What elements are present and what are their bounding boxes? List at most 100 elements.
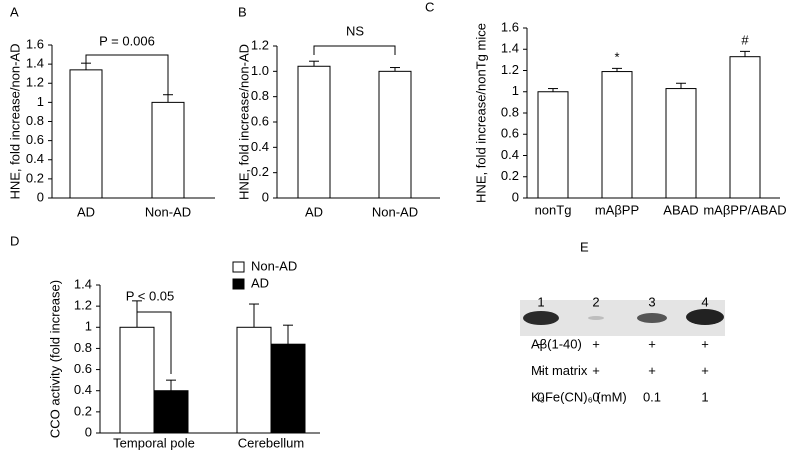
- y-tick-label: 0.8: [74, 340, 92, 355]
- y-tick-label: 0.2: [501, 168, 519, 183]
- y-tick-label: 0.6: [26, 132, 44, 147]
- bar: [236, 326, 272, 434]
- bar: [729, 56, 761, 199]
- annotation: P < 0.05: [126, 288, 175, 303]
- panel-label: A: [10, 4, 19, 19]
- bar: [270, 343, 306, 434]
- significance-bracket: [85, 54, 169, 95]
- y-tick-label: 1: [85, 319, 92, 334]
- blot-image: [520, 300, 725, 336]
- cell: +: [592, 336, 600, 351]
- annotation: P = 0.006: [99, 33, 155, 48]
- y-tick-label: 1.2: [251, 37, 269, 52]
- error-bar: [740, 50, 750, 57]
- error-bar: [81, 62, 91, 70]
- error-bar: [166, 379, 176, 391]
- error-bar: [132, 300, 142, 328]
- lane-label: 4: [701, 294, 708, 309]
- error-bar: [390, 67, 400, 72]
- bar: [378, 70, 412, 199]
- bar: [537, 91, 569, 199]
- error-bar: [309, 60, 319, 67]
- row-label: K₃Fe(CN)₆ (mM): [531, 389, 627, 404]
- y-tick-label: 0: [37, 189, 44, 204]
- y-tick-label: 0.2: [251, 164, 269, 179]
- bar: [601, 71, 633, 199]
- y-tick-label: 0: [85, 424, 92, 439]
- x-tick-label: mAβPP: [595, 202, 639, 217]
- annotation: *: [614, 49, 619, 64]
- y-tick-label: 1.6: [501, 19, 519, 34]
- y-tick-label: 0.2: [74, 403, 92, 418]
- bar: [119, 326, 155, 434]
- y-axis-label: HNE, fold increase/non-AD: [7, 43, 22, 199]
- legend-swatch: [232, 261, 245, 273]
- blot-band: [637, 313, 667, 323]
- bar: [297, 65, 331, 199]
- cell: 1: [701, 389, 708, 404]
- y-tick-label: 1.0: [251, 63, 269, 78]
- y-tick-label: 0.4: [251, 139, 269, 154]
- error-bar: [163, 94, 173, 103]
- blot-band: [686, 309, 724, 325]
- y-tick-label: 0.8: [251, 88, 269, 103]
- bar: [153, 390, 189, 434]
- y-tick-label: 1.4: [26, 56, 44, 71]
- legend-swatch: [232, 278, 245, 290]
- x-tick-label: Non-AD: [372, 204, 418, 219]
- y-axis-label: CCO activity (fold increase): [47, 280, 62, 438]
- y-tick-label: 0.2: [26, 170, 44, 185]
- row-label: Aβ(1-40): [531, 336, 582, 351]
- x-tick-label: AD: [305, 204, 323, 219]
- y-tick-label: 1.4: [74, 276, 92, 291]
- y-tick-label: 0.4: [26, 151, 44, 166]
- y-tick-label: 0: [512, 189, 519, 204]
- annotation: NS: [346, 23, 364, 38]
- y-tick-label: 1.2: [26, 75, 44, 90]
- lane-label: 2: [592, 294, 599, 309]
- x-tick-label: Temporal pole: [113, 435, 195, 450]
- cell: +: [701, 336, 709, 351]
- blot-band: [523, 311, 559, 325]
- cell: 0: [592, 389, 599, 404]
- y-tick-label: 0.8: [501, 104, 519, 119]
- x-tick-label: Non-AD: [145, 204, 191, 219]
- y-axis-label: HNE, fold increase/nonTg mice: [473, 23, 488, 203]
- y-tick-label: 1.2: [74, 298, 92, 313]
- cell: -: [539, 363, 543, 378]
- y-tick-label: 0: [262, 189, 269, 204]
- bar: [151, 101, 185, 199]
- x-tick-label: mAβPP/ABAD: [703, 202, 786, 217]
- cell: +: [648, 363, 656, 378]
- cell: 0.1: [643, 389, 661, 404]
- annotation: #: [741, 32, 749, 47]
- significance-bracket: [313, 45, 396, 55]
- panel-label: D: [10, 233, 19, 248]
- y-tick-label: 0.6: [501, 126, 519, 141]
- cell: +: [537, 336, 545, 351]
- error-bar: [249, 303, 259, 328]
- blot-band: [588, 316, 604, 320]
- row-label: Mit matrix: [531, 363, 588, 378]
- error-bar: [548, 88, 558, 92]
- y-tick-label: 0.4: [74, 382, 92, 397]
- legend-label: AD: [251, 275, 269, 290]
- x-tick-label: ABAD: [663, 202, 698, 217]
- y-tick-label: 1.2: [501, 62, 519, 77]
- legend-label: Non-AD: [251, 258, 297, 273]
- y-tick-label: 0.8: [26, 113, 44, 128]
- y-tick-label: 0.6: [74, 361, 92, 376]
- cell: +: [648, 336, 656, 351]
- error-bar: [612, 67, 622, 72]
- x-tick-label: nonTg: [535, 202, 572, 217]
- y-tick-label: 1.4: [501, 41, 519, 56]
- panel-label: E: [580, 239, 589, 254]
- significance-bracket: [137, 311, 172, 374]
- bar: [69, 69, 103, 199]
- lane-label: 1: [537, 294, 544, 309]
- x-tick-label: Cerebellum: [238, 435, 304, 450]
- error-bar: [283, 324, 293, 345]
- x-tick-label: AD: [77, 204, 95, 219]
- cell: +: [701, 363, 709, 378]
